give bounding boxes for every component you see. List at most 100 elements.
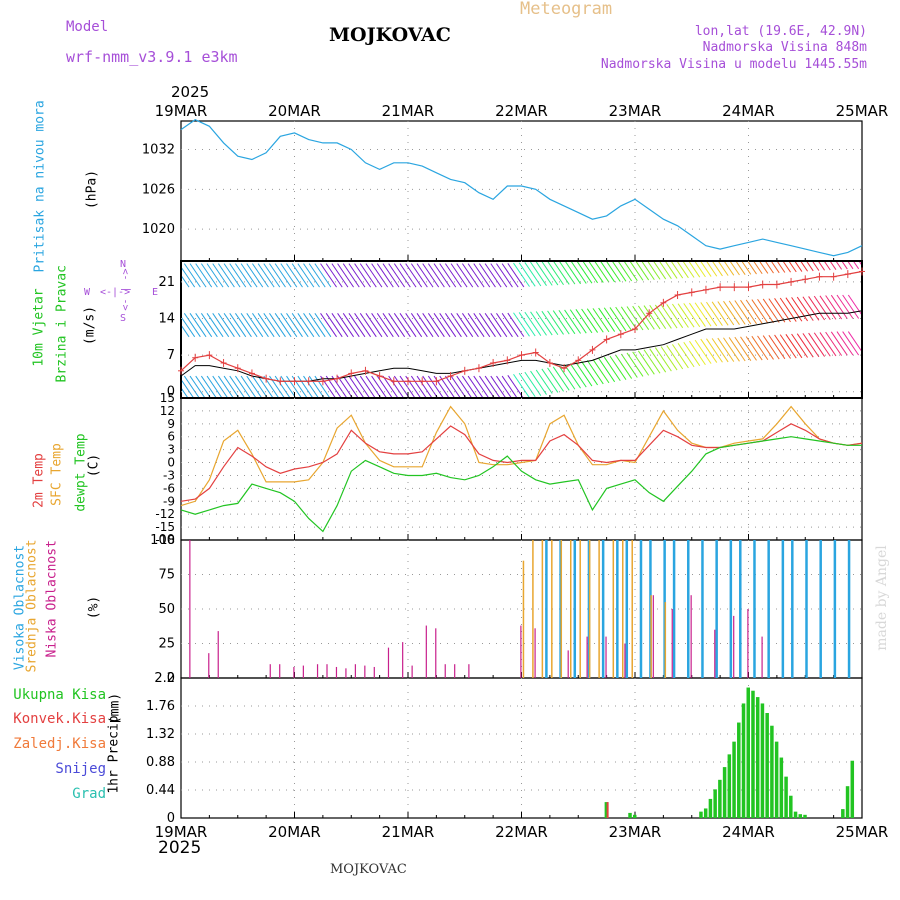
wind-barb bbox=[757, 298, 774, 324]
wind-barb bbox=[677, 343, 695, 368]
wind-barb bbox=[670, 261, 684, 279]
precip-bar-0 bbox=[746, 687, 750, 818]
wind-barb bbox=[632, 351, 650, 376]
ytick-temperature: 12 bbox=[160, 404, 175, 418]
wind-barb bbox=[588, 261, 604, 283]
xtick-top: 19MAR bbox=[155, 102, 208, 120]
wind-barb bbox=[808, 296, 826, 321]
legend-hail: Grad bbox=[72, 786, 106, 802]
wind-barb bbox=[817, 261, 826, 271]
wind-barb bbox=[741, 261, 752, 275]
wind-barb bbox=[626, 352, 644, 377]
wind-barb bbox=[728, 300, 746, 325]
wind-barb bbox=[200, 375, 217, 398]
wind-barb bbox=[666, 304, 684, 329]
wind-barb bbox=[223, 313, 241, 338]
wind-barb bbox=[711, 301, 729, 326]
wind-barb bbox=[740, 299, 757, 325]
wind-barb bbox=[257, 263, 275, 288]
cloud-bar-2 bbox=[208, 653, 210, 678]
wind-barb bbox=[303, 313, 320, 338]
precip-bar-0 bbox=[779, 757, 784, 818]
wind-barb bbox=[729, 261, 740, 276]
wind-barb bbox=[393, 313, 411, 338]
wind-barb bbox=[280, 263, 298, 288]
precip-bar-0 bbox=[850, 760, 855, 818]
ytick-clouds: 25 bbox=[158, 637, 175, 652]
precip-bar-0 bbox=[793, 811, 798, 818]
wind-barb bbox=[740, 336, 757, 361]
wind-barb bbox=[569, 309, 587, 334]
wind-barb bbox=[195, 313, 213, 338]
station-title: MOJKOVAC bbox=[329, 24, 451, 46]
wind-barb bbox=[462, 375, 478, 398]
wind-barb bbox=[439, 375, 456, 398]
wind-barb bbox=[841, 261, 848, 270]
cloud-bar-2 bbox=[425, 625, 427, 678]
cloud-bar-2 bbox=[217, 631, 219, 678]
precip-bar-0 bbox=[713, 789, 717, 818]
wind-barb bbox=[348, 375, 365, 398]
ytick-temperature: -15 bbox=[155, 520, 175, 534]
precip-bar-0 bbox=[604, 802, 609, 818]
cloud-bar-2 bbox=[444, 664, 446, 678]
wind-barb bbox=[637, 305, 655, 330]
wind-barb bbox=[723, 300, 740, 325]
wind-barb bbox=[518, 312, 536, 337]
ytick-clouds: 100 bbox=[150, 533, 175, 548]
cloud-bar-2 bbox=[364, 665, 366, 678]
wind-barb bbox=[416, 263, 434, 288]
wind-barb bbox=[393, 263, 411, 288]
wind-barb bbox=[183, 263, 201, 288]
wind-barb bbox=[586, 360, 604, 385]
wind-barb bbox=[297, 263, 315, 288]
wind-barb bbox=[257, 313, 275, 338]
wind-barb bbox=[547, 310, 564, 335]
wind-barb bbox=[314, 263, 332, 288]
wind-barb bbox=[603, 307, 621, 332]
wind-barb bbox=[291, 263, 309, 288]
wind-barb bbox=[717, 261, 729, 276]
ytick-temperature: -3 bbox=[163, 468, 175, 482]
wind-barb bbox=[303, 263, 320, 288]
ytick-clouds: 50 bbox=[158, 602, 175, 617]
wind-barb bbox=[734, 300, 752, 325]
wind-barb bbox=[819, 295, 837, 320]
wind-barb bbox=[269, 263, 286, 288]
wind-barb bbox=[456, 375, 473, 398]
wind-barb bbox=[490, 263, 508, 288]
precip-bar-0 bbox=[732, 741, 736, 818]
cloud-bar-1 bbox=[650, 595, 652, 678]
cloud-bar-0 bbox=[672, 540, 676, 678]
wind-barb bbox=[599, 261, 616, 283]
wind-barb bbox=[791, 333, 808, 358]
wind-barb bbox=[416, 375, 433, 398]
cloud-bar-2 bbox=[411, 665, 413, 678]
wind-barb bbox=[603, 356, 621, 382]
wind-barb bbox=[217, 263, 235, 288]
cloud-bar-0 bbox=[739, 540, 742, 678]
wind-barb bbox=[541, 310, 559, 336]
wind-barb bbox=[206, 375, 223, 398]
wind-barb bbox=[246, 375, 263, 398]
cloud-bar-2 bbox=[468, 664, 470, 678]
wind-barb bbox=[444, 313, 462, 338]
compass-w: W bbox=[84, 287, 91, 298]
wind-barb bbox=[842, 294, 860, 319]
xtick-top: 23MAR bbox=[609, 102, 662, 120]
cloud-bar-0 bbox=[545, 540, 548, 678]
cloud-bar-0 bbox=[833, 540, 837, 678]
wind-barb bbox=[462, 263, 479, 288]
wind-barb bbox=[635, 261, 650, 281]
precip-bar-0 bbox=[784, 776, 788, 818]
wind-barb bbox=[660, 304, 678, 329]
wind-barb bbox=[189, 375, 206, 398]
pressure-line bbox=[180, 119, 863, 257]
wind-barb bbox=[359, 375, 376, 398]
wind-barb bbox=[646, 261, 661, 280]
cloud-bar-0 bbox=[573, 540, 577, 678]
ytick-temperature: 6 bbox=[167, 430, 175, 444]
wind-barb bbox=[320, 263, 337, 288]
wind-barb bbox=[836, 294, 854, 319]
ytick-temperature: -6 bbox=[163, 481, 175, 495]
